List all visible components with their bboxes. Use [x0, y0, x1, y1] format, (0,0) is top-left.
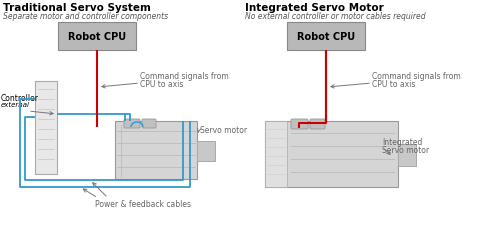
Text: Separate motor and controller components: Separate motor and controller components	[3, 12, 168, 21]
Text: external: external	[1, 102, 30, 108]
FancyBboxPatch shape	[287, 23, 365, 51]
Text: CPU to axis: CPU to axis	[140, 80, 183, 89]
Text: Servo motor: Servo motor	[382, 145, 429, 154]
Text: No external controller or motor cables required: No external controller or motor cables r…	[245, 12, 426, 21]
Text: Controller: Controller	[1, 94, 39, 103]
Text: Command signals from: Command signals from	[140, 72, 229, 81]
FancyBboxPatch shape	[58, 23, 136, 51]
Text: CPU to axis: CPU to axis	[372, 80, 415, 89]
FancyBboxPatch shape	[291, 119, 308, 129]
FancyBboxPatch shape	[310, 119, 325, 129]
Text: Command signals from: Command signals from	[372, 72, 461, 81]
Text: Integrated Servo Motor: Integrated Servo Motor	[245, 3, 384, 13]
FancyBboxPatch shape	[124, 119, 140, 128]
Text: Traditional Servo System: Traditional Servo System	[3, 3, 151, 13]
FancyBboxPatch shape	[265, 122, 398, 187]
FancyBboxPatch shape	[265, 122, 287, 187]
FancyBboxPatch shape	[142, 119, 156, 128]
Text: Robot CPU: Robot CPU	[68, 32, 126, 42]
FancyBboxPatch shape	[197, 141, 215, 161]
Text: Integrated: Integrated	[382, 137, 422, 146]
FancyBboxPatch shape	[35, 82, 57, 174]
FancyBboxPatch shape	[398, 144, 416, 166]
Text: Power & feedback cables: Power & feedback cables	[95, 199, 191, 208]
FancyBboxPatch shape	[115, 122, 197, 179]
Text: Robot CPU: Robot CPU	[297, 32, 355, 42]
Text: Servo motor: Servo motor	[200, 125, 247, 134]
